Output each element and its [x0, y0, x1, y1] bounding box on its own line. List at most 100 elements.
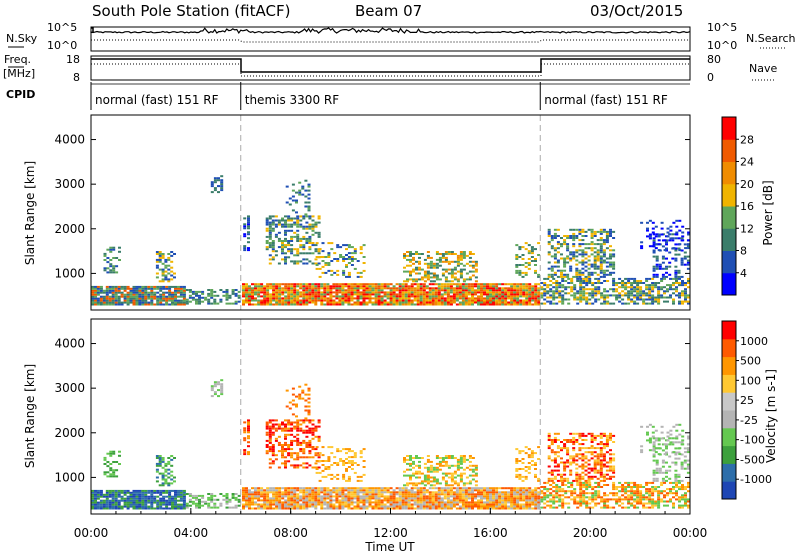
velocity-cell: [287, 487, 291, 490]
velocity-cell: [350, 503, 354, 506]
power-cell: [477, 287, 480, 290]
power-cell: [291, 199, 295, 202]
power-cell: [299, 260, 303, 263]
power-cell: [587, 228, 591, 231]
power-cell: [220, 189, 224, 192]
velocity-cell: [153, 501, 157, 504]
power-cell: [579, 290, 583, 293]
power-cell: [401, 285, 405, 288]
velocity-cell: [271, 427, 275, 430]
power-cell: [547, 261, 551, 264]
velocity-cell: [356, 503, 360, 506]
velocity-cell: [248, 493, 251, 496]
power-cell: [593, 257, 597, 260]
power-cell: [269, 295, 273, 298]
power-cell: [590, 273, 594, 276]
power-cell: [528, 295, 532, 298]
velocity-cell: [603, 504, 607, 507]
power-cell: [281, 250, 284, 253]
velocity-cell: [600, 506, 604, 509]
velocity-cell: [247, 431, 250, 434]
power-cell: [307, 185, 311, 188]
velocity-cell: [114, 491, 118, 494]
velocity-cell: [171, 505, 174, 508]
velocity-cell: [531, 507, 535, 510]
power-cell: [96, 297, 100, 300]
power-cell: [501, 301, 505, 304]
velocity-cell: [531, 497, 535, 500]
power-cell: [522, 295, 526, 298]
velocity-cell: [495, 489, 499, 492]
power-cell: [422, 301, 426, 304]
velocity-cell: [546, 500, 550, 503]
power-cell: [161, 256, 165, 259]
power-cell: [281, 299, 285, 302]
velocity-cell: [332, 503, 336, 506]
power-cell: [198, 296, 201, 299]
power-cell: [471, 291, 474, 294]
power-cell: [111, 293, 115, 296]
velocity-cell: [464, 487, 468, 490]
power-cell: [296, 301, 300, 304]
power-cell: [440, 301, 444, 304]
velocity-cell: [645, 492, 649, 495]
velocity-cell: [492, 503, 495, 506]
power-cell: [347, 303, 351, 306]
velocity-cell: [123, 497, 127, 500]
power-cell: [350, 295, 354, 298]
velocity-cell: [296, 458, 300, 461]
power-cell: [271, 242, 275, 244]
power-cell: [489, 285, 492, 288]
velocity-cell: [147, 497, 151, 500]
power-cell: [480, 301, 483, 304]
velocity-cell: [284, 437, 287, 440]
power-cell: [266, 289, 270, 292]
power-cell: [403, 270, 406, 273]
velocity-cell: [666, 488, 669, 491]
velocity-cell: [543, 502, 547, 505]
power-cell: [281, 242, 284, 244]
power-cell: [254, 303, 257, 306]
velocity-cell: [268, 429, 272, 432]
power-cell: [135, 299, 139, 302]
power-cell: [389, 291, 393, 294]
velocity-cell: [338, 487, 342, 490]
velocity-cell: [570, 484, 574, 486]
power-cell: [645, 286, 649, 289]
velocity-cell: [467, 493, 471, 496]
power-cell: [174, 285, 177, 288]
power-cell: [603, 288, 607, 291]
power-cell: [590, 235, 594, 237]
velocity-cell: [407, 495, 411, 498]
velocity-cell: [268, 466, 272, 469]
power-cell: [612, 261, 616, 264]
power-cell: [458, 295, 462, 298]
power-cell: [314, 303, 318, 306]
power-cell: [510, 301, 514, 304]
power-cell: [416, 283, 420, 286]
power-cell: [174, 297, 177, 300]
power-cell: [365, 293, 369, 296]
power-cell: [640, 247, 644, 250]
power-cell: [284, 301, 288, 304]
velocity-cell: [413, 501, 417, 504]
velocity-cell: [356, 489, 360, 492]
velocity-cell: [597, 481, 601, 484]
velocity-cell: [419, 493, 423, 496]
velocity-cell: [290, 441, 294, 444]
power-cell: [590, 249, 594, 252]
velocity-cell: [431, 505, 435, 508]
power-cell: [495, 283, 499, 286]
velocity-cell: [519, 491, 523, 494]
power-cell: [135, 287, 139, 290]
power-cell: [237, 300, 241, 303]
power-cell: [126, 303, 130, 306]
power-cell: [170, 260, 174, 263]
power-cell: [386, 301, 390, 304]
velocity-cell: [305, 495, 309, 498]
power-cell: [401, 303, 405, 306]
power-cell: [444, 278, 448, 281]
power-cell: [563, 273, 567, 276]
velocity-cell: [341, 505, 345, 508]
power-cell: [302, 248, 306, 251]
